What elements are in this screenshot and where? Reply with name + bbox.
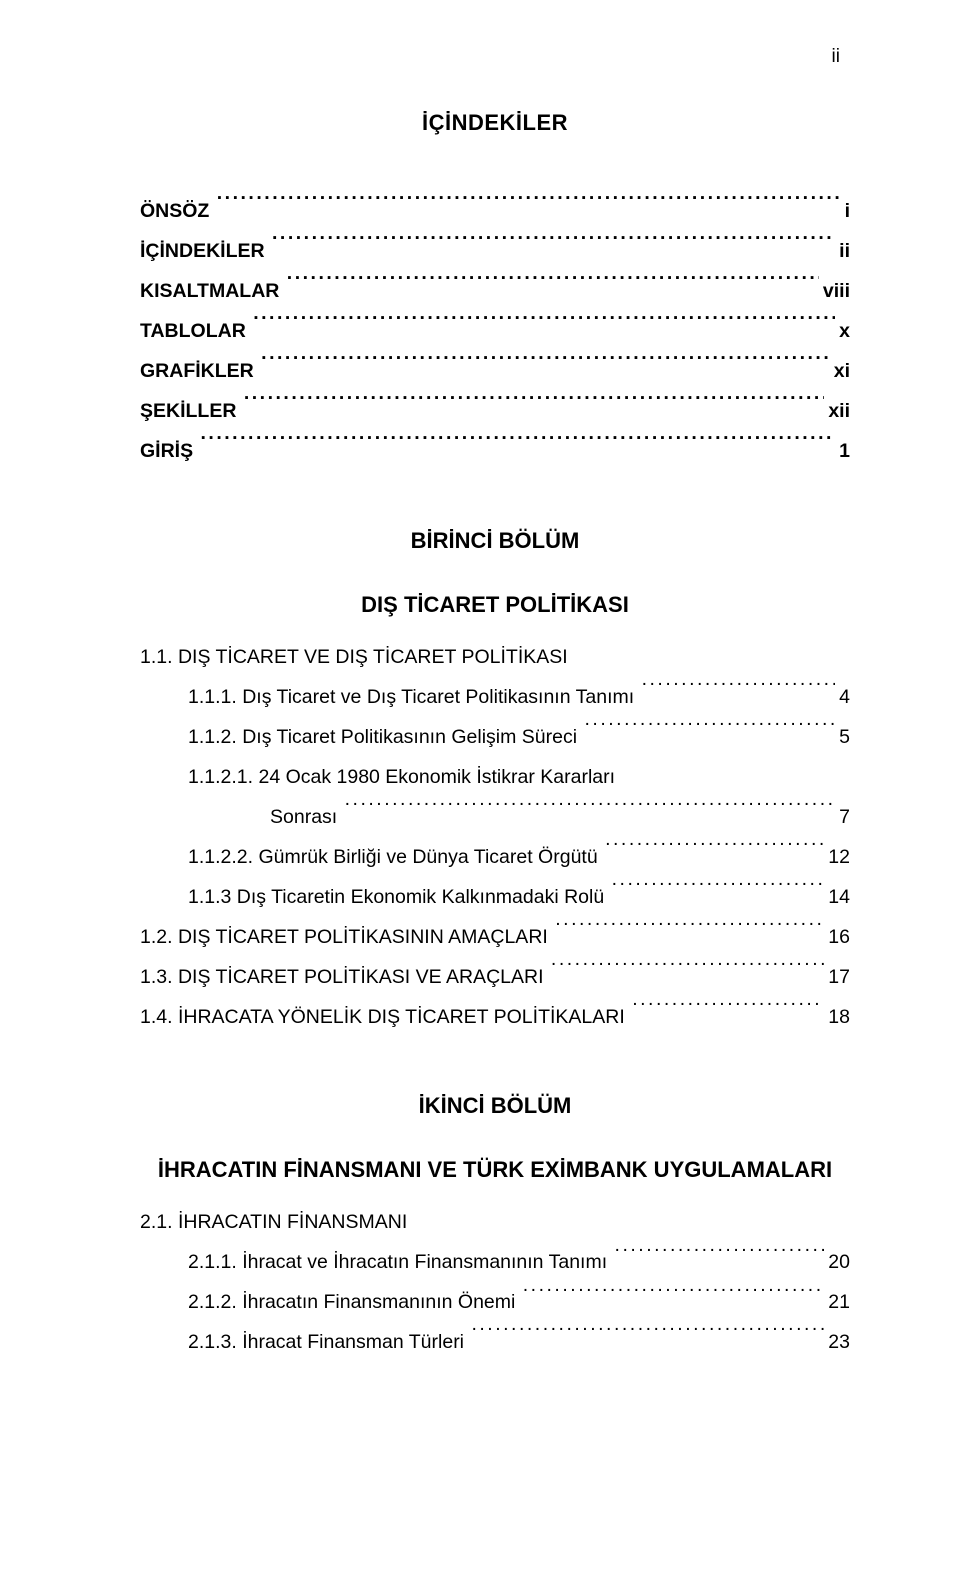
toc-label: 1.4. İHRACATA YÖNELİK DIŞ TİCARET POLİTİ… [140, 998, 630, 1038]
toc-label: KISALTMALAR [140, 272, 285, 312]
toc-page-number: 1 [837, 432, 850, 472]
toc-page-number: xii [826, 392, 850, 432]
toc-page-number: xi [832, 352, 850, 392]
toc-leader-dots [261, 355, 830, 376]
chapter1-entries: 1.1. DIŞ TİCARET VE DIŞ TİCARET POLİTİKA… [140, 638, 850, 1038]
toc-entry: GİRİŞ 1 [140, 432, 850, 472]
toc-leader-dots [201, 435, 836, 456]
toc-page-number: x [837, 312, 850, 352]
page-number: ii [832, 46, 840, 68]
toc-label: GRAFİKLER [140, 352, 259, 392]
toc-leader-dots [217, 196, 841, 217]
toc-page-number: ii [837, 232, 850, 272]
toc-page-number: 23 [826, 1323, 850, 1363]
toc-page-number: 17 [826, 958, 850, 998]
toc-entry: 2.1.2. İhracatın Finansmanının Önemi 21 [140, 1283, 850, 1323]
toc-label: 1.3. DIŞ TİCARET POLİTİKASI VE ARAÇLARI [140, 958, 549, 998]
toc-label: 2.1.1. İhracat ve İhracatın Finansmanını… [188, 1243, 613, 1283]
toc-label: GİRİŞ [140, 432, 199, 472]
toc-page-number: 16 [826, 918, 850, 958]
toc-leader-dots [345, 801, 836, 822]
toc-entry: 1.1.1. Dış Ticaret ve Dış Ticaret Politi… [140, 678, 850, 718]
toc-leader-dots [642, 681, 836, 702]
chapter-subheading: İHRACATIN FİNANSMANI VE TÜRK EXİMBANK UY… [140, 1157, 850, 1183]
toc-page-number: 5 [837, 718, 850, 758]
toc-page-number: 21 [826, 1283, 850, 1323]
chapter-heading: İKİNCİ BÖLÜM [140, 1093, 850, 1119]
toc-leader-dots [584, 721, 835, 742]
toc-label: 1.1.2. Dış Ticaret Politikasının Gelişim… [188, 718, 582, 758]
toc-leader-dots [612, 881, 825, 902]
toc-page-number: viii [821, 272, 850, 312]
toc-leader-dots [287, 276, 819, 297]
toc-label: 2.1.2. İhracatın Finansmanının Önemi [188, 1283, 521, 1323]
toc-leader-dots [471, 1327, 824, 1348]
toc-entry: 1.1.3 Dış Ticaretin Ekonomik Kalkınmadak… [140, 878, 850, 918]
toc-entry: 1.1. DIŞ TİCARET VE DIŞ TİCARET POLİTİKA… [140, 638, 850, 678]
toc-entry: 1.4. İHRACATA YÖNELİK DIŞ TİCARET POLİTİ… [140, 998, 850, 1038]
toc-label: 2.1.3. İhracat Finansman Türleri [188, 1323, 469, 1363]
toc-label: ÖNSÖZ [140, 192, 215, 232]
toc-label: TABLOLAR [140, 312, 251, 352]
toc-label: 1.1.2.2. Gümrük Birliği ve Dünya Ticaret… [188, 838, 603, 878]
toc-entry: 2.1. İHRACATIN FİNANSMANI [140, 1203, 850, 1243]
toc-page-number: 4 [837, 678, 850, 718]
toc-label: 1.1.1. Dış Ticaret ve Dış Ticaret Politi… [188, 678, 640, 718]
toc-entry: GRAFİKLER xi [140, 352, 850, 392]
toc-leader-dots [555, 921, 824, 942]
toc-page-number: 18 [826, 998, 850, 1038]
toc-leader-dots [523, 1287, 825, 1308]
toc-title: İÇİNDEKİLER [140, 110, 850, 136]
toc-leader-dots [244, 395, 824, 416]
toc-entry: 1.1.2.2. Gümrük Birliği ve Dünya Ticaret… [140, 838, 850, 878]
toc-label: Sonrası [270, 798, 343, 838]
toc-leader-dots [253, 315, 835, 336]
toc-entry: 2.1.3. İhracat Finansman Türleri 23 [140, 1323, 850, 1363]
chapter-subheading: DIŞ TİCARET POLİTİKASI [140, 592, 850, 618]
toc-page-number: 7 [837, 798, 850, 838]
toc-entry: Sonrası 7 [140, 798, 850, 838]
toc-leader-dots [605, 841, 824, 862]
toc-leader-dots [615, 1247, 825, 1268]
toc-label: ŞEKİLLER [140, 392, 242, 432]
toc-entry: İÇİNDEKİLER ii [140, 232, 850, 272]
toc-page-number: 20 [826, 1243, 850, 1283]
toc-label: İÇİNDEKİLER [140, 232, 270, 272]
toc-leader-dots [551, 961, 824, 982]
chapter2-entries: 2.1. İHRACATIN FİNANSMANI2.1.1. İhracat … [140, 1203, 850, 1363]
document-page: ii İÇİNDEKİLER ÖNSÖZ iİÇİNDEKİLER iiKISA… [0, 0, 960, 1593]
toc-entry: TABLOLAR x [140, 312, 850, 352]
front-matter-list: ÖNSÖZ iİÇİNDEKİLER iiKISALTMALAR viiiTAB… [140, 192, 850, 472]
toc-entry: 1.3. DIŞ TİCARET POLİTİKASI VE ARAÇLARI … [140, 958, 850, 998]
toc-entry: 1.2. DIŞ TİCARET POLİTİKASININ AMAÇLARI … [140, 918, 850, 958]
toc-entry: KISALTMALAR viii [140, 272, 850, 312]
toc-leader-dots [272, 236, 835, 257]
toc-page-number: 12 [826, 838, 850, 878]
toc-entry: 1.1.2.1. 24 Ocak 1980 Ekonomik İstikrar … [140, 758, 850, 798]
toc-entry: 2.1.1. İhracat ve İhracatın Finansmanını… [140, 1243, 850, 1283]
toc-leader-dots [632, 1001, 824, 1022]
toc-label: 1.1.3 Dış Ticaretin Ekonomik Kalkınmadak… [188, 878, 610, 918]
toc-entry: ÖNSÖZ i [140, 192, 850, 232]
toc-entry: ŞEKİLLER xii [140, 392, 850, 432]
toc-entry: 1.1.2. Dış Ticaret Politikasının Gelişim… [140, 718, 850, 758]
chapter-heading: BİRİNCİ BÖLÜM [140, 528, 850, 554]
toc-label: 1.2. DIŞ TİCARET POLİTİKASININ AMAÇLARI [140, 918, 553, 958]
toc-page-number: i [843, 192, 850, 232]
toc-page-number: 14 [826, 878, 850, 918]
